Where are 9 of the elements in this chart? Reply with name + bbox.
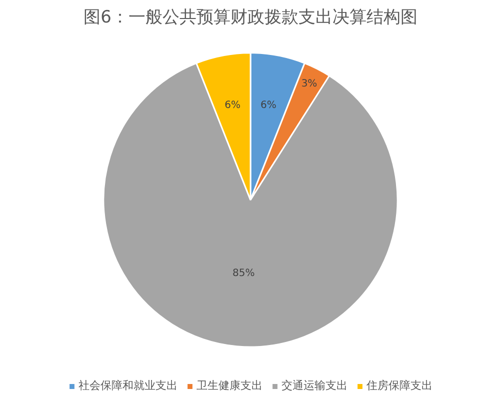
chart-title: 图6：一般公共预算财政拨款支出决算结构图 xyxy=(84,8,418,28)
legend-label: 卫生健康支出 xyxy=(196,378,262,393)
data-label: 85% xyxy=(232,268,255,280)
legend-label: 社会保障和就业支出 xyxy=(78,378,178,393)
legend-label: 住房保障支出 xyxy=(366,378,432,393)
data-label: 6% xyxy=(224,100,241,111)
data-label: 6% xyxy=(260,100,276,111)
legend-label: 交通运输支出 xyxy=(282,378,348,393)
data-label: 3% xyxy=(301,78,318,90)
